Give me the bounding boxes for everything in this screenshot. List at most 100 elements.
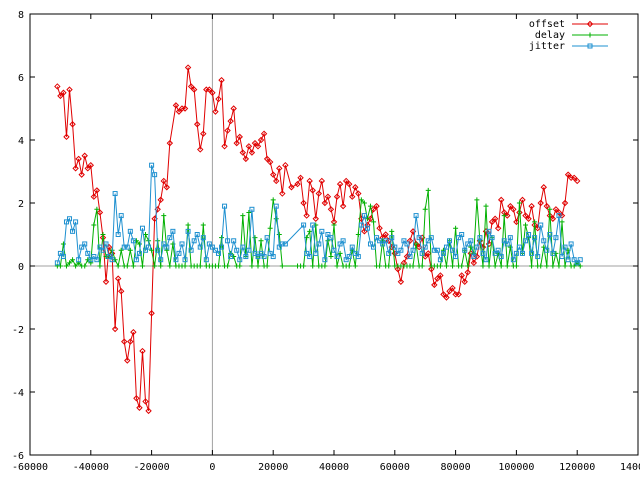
data-point-offset bbox=[63, 133, 70, 141]
data-point-delay bbox=[556, 263, 562, 269]
data-point-delay bbox=[152, 263, 158, 269]
data-point-jitter bbox=[206, 241, 212, 247]
data-point-jitter bbox=[383, 238, 389, 244]
data-point-delay bbox=[459, 263, 465, 269]
data-point-delay bbox=[352, 263, 358, 269]
x-tick-label: 80000 bbox=[441, 462, 471, 473]
data-point-offset bbox=[473, 253, 481, 260]
data-point-jitter bbox=[550, 250, 556, 256]
data-point-jitter bbox=[127, 228, 133, 234]
data-point-jitter bbox=[501, 238, 507, 244]
data-point-jitter bbox=[249, 206, 255, 212]
data-point-delay bbox=[130, 263, 136, 269]
data-point-jitter bbox=[255, 254, 261, 260]
data-point-jitter bbox=[480, 250, 486, 256]
data-point-offset bbox=[254, 143, 262, 150]
data-point-delay bbox=[337, 250, 343, 256]
data-point-offset bbox=[54, 83, 61, 90]
data-point-offset bbox=[200, 130, 207, 137]
x-tick-label: 100000 bbox=[498, 462, 534, 473]
data-point-offset bbox=[449, 284, 456, 292]
series-offset bbox=[54, 64, 581, 415]
data-point-offset bbox=[367, 215, 374, 222]
data-point-offset bbox=[382, 231, 389, 238]
data-point-delay bbox=[474, 197, 480, 203]
data-point-jitter bbox=[143, 247, 149, 253]
data-point-delay bbox=[267, 225, 273, 231]
data-point-offset bbox=[172, 102, 180, 109]
data-point-delay bbox=[94, 206, 100, 212]
data-point-delay bbox=[124, 263, 130, 269]
data-point-offset bbox=[406, 237, 414, 245]
data-point-offset bbox=[190, 86, 198, 93]
data-point-delay bbox=[240, 213, 246, 219]
data-point-offset bbox=[394, 265, 402, 273]
data-point-offset bbox=[263, 155, 271, 163]
data-point-delay bbox=[504, 263, 510, 269]
data-point-offset bbox=[242, 155, 250, 163]
data-point-delay bbox=[346, 263, 352, 269]
data-point-offset bbox=[458, 272, 465, 279]
data-point-jitter bbox=[215, 250, 221, 256]
data-point-jitter bbox=[504, 241, 510, 247]
data-point-offset bbox=[276, 165, 283, 172]
data-point-offset bbox=[561, 199, 569, 207]
data-point-offset bbox=[349, 193, 356, 200]
data-point-jitter bbox=[225, 238, 231, 244]
data-point-jitter bbox=[94, 257, 100, 263]
data-point-jitter bbox=[313, 250, 319, 256]
data-point-jitter bbox=[428, 235, 434, 241]
data-point-offset bbox=[266, 158, 274, 166]
data-point-jitter bbox=[203, 257, 209, 263]
data-point-delay bbox=[76, 260, 82, 266]
data-point-offset bbox=[537, 199, 544, 207]
data-point-offset bbox=[540, 184, 547, 191]
data-point-jitter bbox=[486, 228, 492, 234]
data-point-offset bbox=[230, 105, 237, 112]
data-point-jitter bbox=[73, 219, 79, 225]
data-point-offset bbox=[187, 83, 195, 90]
data-point-offset bbox=[133, 395, 140, 402]
data-point-delay bbox=[498, 263, 504, 269]
data-point-delay bbox=[553, 250, 559, 256]
data-point-delay bbox=[139, 263, 145, 269]
data-point-offset bbox=[239, 149, 247, 156]
data-point-jitter bbox=[349, 244, 355, 250]
data-point-delay bbox=[249, 263, 255, 269]
data-point-jitter bbox=[97, 244, 103, 250]
data-point-offset bbox=[425, 250, 432, 257]
data-point-jitter bbox=[519, 250, 525, 256]
data-point-offset bbox=[218, 76, 225, 84]
data-point-offset bbox=[431, 281, 438, 289]
series-line-offset bbox=[56, 67, 578, 412]
data-point-jitter bbox=[507, 235, 513, 241]
data-point-delay bbox=[358, 197, 364, 203]
data-point-delay bbox=[486, 263, 492, 269]
data-point-jitter bbox=[118, 213, 124, 219]
data-point-delay bbox=[182, 263, 188, 269]
data-point-delay bbox=[149, 247, 155, 253]
data-point-delay bbox=[255, 263, 261, 269]
data-point-offset bbox=[166, 139, 174, 147]
data-point-offset bbox=[257, 136, 265, 144]
data-point-jitter bbox=[310, 222, 316, 228]
data-point-offset bbox=[233, 139, 240, 147]
data-point-jitter bbox=[516, 244, 522, 250]
data-point-offset bbox=[124, 357, 131, 364]
data-point-offset bbox=[181, 105, 189, 112]
data-point-jitter bbox=[319, 228, 325, 234]
data-point-offset bbox=[564, 171, 572, 178]
data-point-jitter bbox=[361, 213, 367, 219]
y-tick-label: 0 bbox=[18, 262, 24, 273]
data-point-offset bbox=[510, 206, 517, 213]
legend-marker bbox=[586, 20, 594, 28]
data-point-jitter bbox=[553, 235, 559, 241]
data-point-offset bbox=[373, 202, 380, 210]
data-point-jitter bbox=[325, 232, 331, 237]
data-point-delay bbox=[307, 228, 313, 234]
data-point-jitter bbox=[103, 241, 109, 247]
data-point-delay bbox=[322, 263, 328, 269]
data-point-jitter bbox=[130, 238, 136, 244]
data-point-jitter bbox=[398, 247, 404, 253]
